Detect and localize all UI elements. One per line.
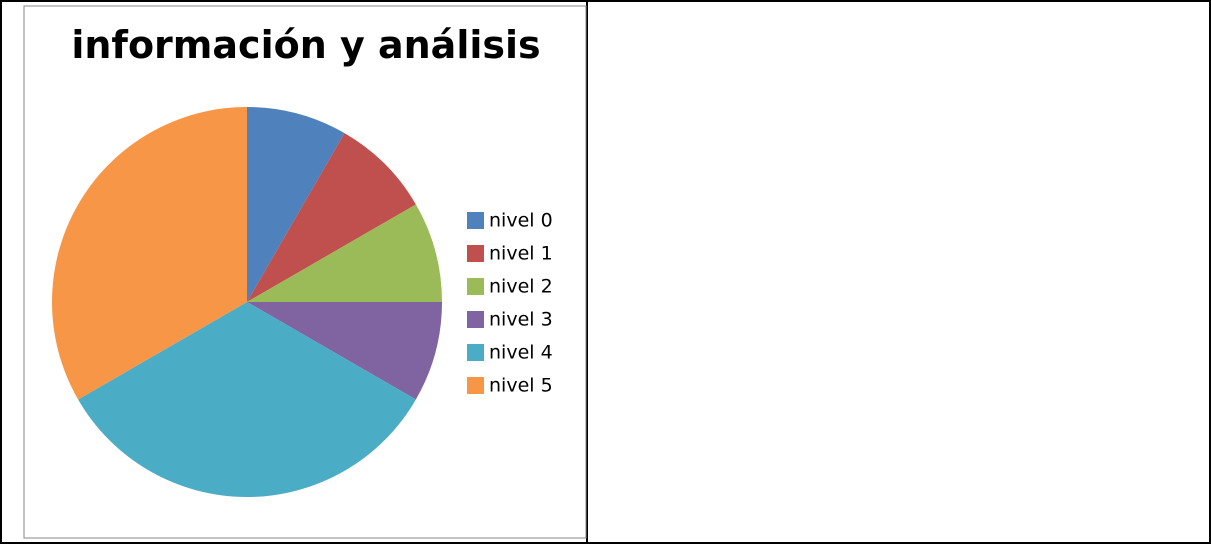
- legend-swatch: [467, 344, 484, 361]
- legend-label: nivel 3: [489, 309, 553, 331]
- legend-swatch: [467, 311, 484, 328]
- pie-slice: [78, 302, 416, 497]
- pie-slice: [52, 107, 247, 400]
- legend-swatch: [467, 377, 484, 394]
- chart-title: información y análisis: [71, 23, 540, 67]
- pie-slice: [247, 107, 345, 302]
- pie-slice: [247, 302, 442, 400]
- legend-label: nivel 2: [489, 276, 553, 298]
- pie-slice: [247, 204, 442, 302]
- pie-slice: [247, 133, 416, 302]
- legend-swatch: [467, 278, 484, 295]
- legend-label: nivel 5: [489, 375, 553, 397]
- legend-swatch: [467, 245, 484, 262]
- legend-label: nivel 4: [489, 342, 553, 364]
- legend-label: nivel 0: [489, 210, 553, 232]
- legend-swatch: [467, 212, 484, 229]
- legend-label: nivel 1: [489, 243, 553, 265]
